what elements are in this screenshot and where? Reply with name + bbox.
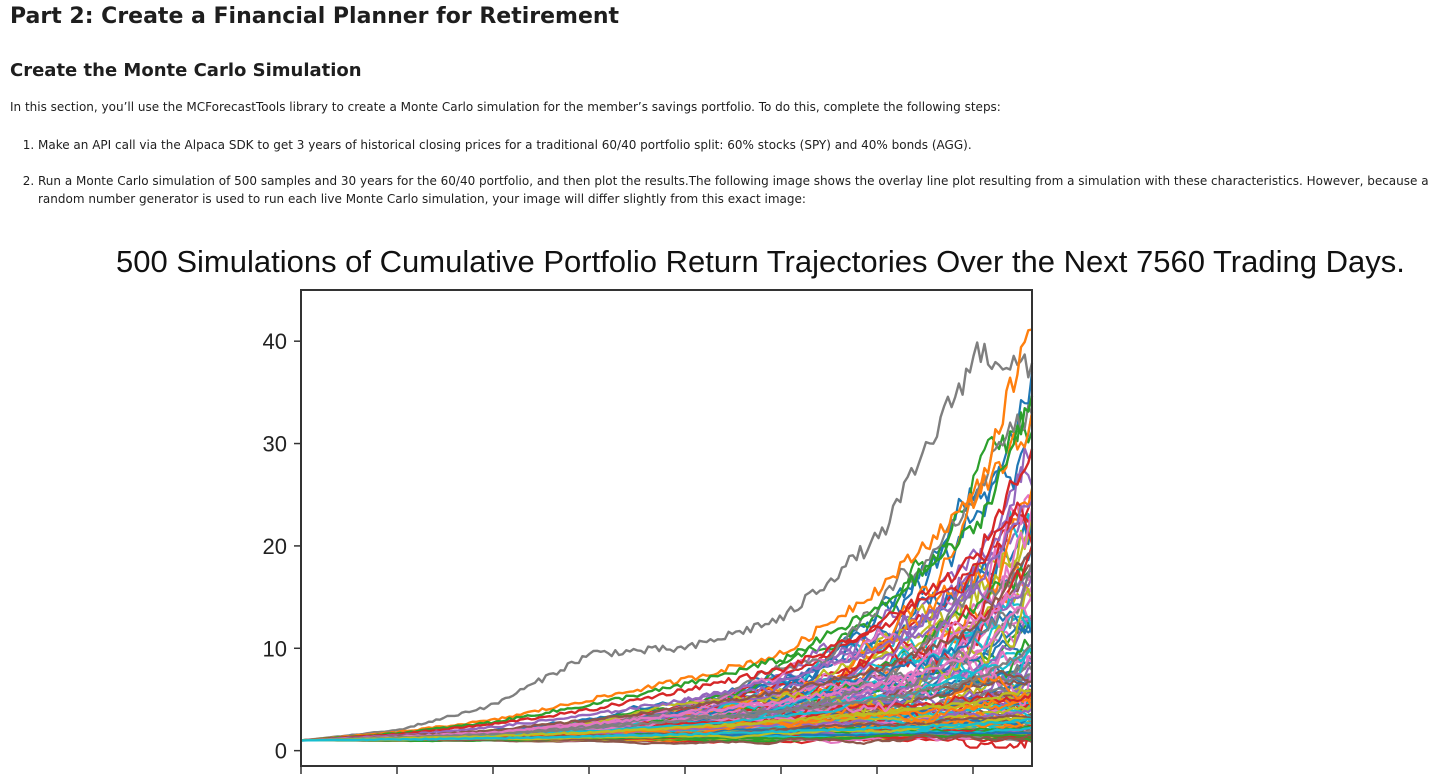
step-item: Make an API call via the Alpaca SDK to g… <box>38 136 1448 154</box>
simulation-line <box>300 500 1033 742</box>
y-tick-label: 20 <box>263 534 287 559</box>
y-tick-label: 0 <box>275 739 287 764</box>
simulation-line <box>300 395 1034 742</box>
y-tick-label: 30 <box>263 432 287 457</box>
y-tick-label: 40 <box>263 329 287 354</box>
simulation-line <box>301 717 1033 742</box>
monte-carlo-chart: 0 10 20 30 40 <box>263 289 1034 774</box>
simulation-line <box>300 688 1033 742</box>
chart-figure: 0 10 20 30 40 500 Simulations of Cumulative … <box>0 236 1456 775</box>
section-heading: Create the Monte Carlo Simulation <box>10 60 362 81</box>
y-tick-label: 10 <box>263 636 287 661</box>
simulation-line <box>300 448 1034 742</box>
simulation-line <box>300 328 1033 742</box>
page-heading: Part 2: Create a Financial Planner for R… <box>10 4 620 29</box>
simulation-line <box>300 550 1033 742</box>
step-item: Run a Monte Carlo simulation of 500 samp… <box>38 172 1448 208</box>
intro-paragraph: In this section, you’ll use the MCForeca… <box>10 100 1001 114</box>
chart-title: 500 Simulations of Cumulative Portfolio … <box>116 244 1405 279</box>
plot-frame <box>300 289 1033 767</box>
steps-list: Make an API call via the Alpaca SDK to g… <box>0 136 1448 226</box>
simulation-line <box>300 341 1034 742</box>
